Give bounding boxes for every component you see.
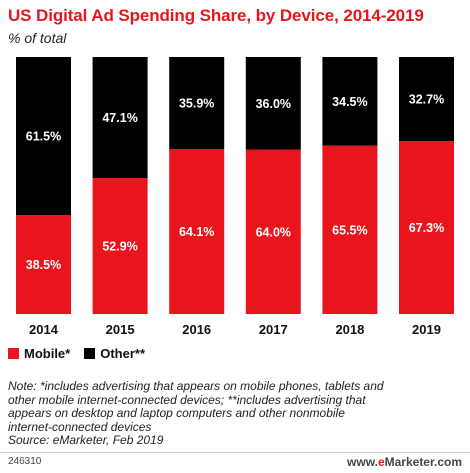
- bar-mobile-2016: [169, 149, 225, 314]
- data-label-mobile-2019: 67.3%: [409, 221, 444, 235]
- legend-label-mobile: Mobile*: [24, 346, 71, 361]
- x-tick-label-2017: 2017: [259, 322, 288, 337]
- bar-mobile-2018: [322, 145, 378, 314]
- legend-swatch-other: [84, 348, 96, 359]
- legend-item-mobile: Mobile*: [8, 346, 70, 361]
- footer-divider: [0, 452, 470, 453]
- data-label-mobile-2017: 64.0%: [256, 225, 291, 239]
- data-label-other-2018: 34.5%: [332, 95, 367, 109]
- note-line: appears on desktop and laptop computers …: [8, 406, 345, 420]
- bar-other-2016: [169, 57, 225, 150]
- data-label-other-2019: 32.7%: [409, 93, 444, 107]
- x-tick-label-2016: 2016: [182, 322, 211, 337]
- data-label-mobile-2016: 64.1%: [179, 225, 214, 239]
- data-label-other-2014: 61.5%: [26, 130, 61, 144]
- data-label-other-2015: 47.1%: [102, 111, 137, 125]
- bar-mobile-2014: [16, 215, 71, 314]
- bar-other-2014: [16, 57, 71, 216]
- x-tick-label-2018: 2018: [335, 322, 364, 337]
- bar-other-2018: [322, 57, 378, 146]
- data-label-other-2016: 35.9%: [179, 97, 214, 111]
- bar-other-2017: [245, 57, 301, 150]
- legend-label-other: Other**: [100, 346, 146, 361]
- brand-logo: www.eMarketer.com: [347, 455, 462, 469]
- stacked-bar-chart: 38.5% 61.5% 2014 52.9% 47.1% 2015 64.1% 35.9% 20…: [16, 57, 454, 337]
- x-tick-label-2014: 2014: [29, 322, 59, 337]
- bar-mobile-2017: [245, 149, 301, 314]
- legend-swatch-mobile: [8, 348, 19, 359]
- bar-other-2015: [92, 57, 148, 179]
- data-label-mobile-2014: 38.5%: [26, 258, 61, 272]
- data-label-mobile-2015: 52.9%: [102, 240, 137, 254]
- x-tick-label-2019: 2019: [412, 322, 441, 337]
- note-line: other mobile internet-connected devices;…: [8, 392, 366, 407]
- chart-title: US Digital Ad Spending Share, by Device,…: [8, 6, 424, 25]
- bar-mobile-2019: [399, 141, 454, 314]
- chart-note: Note: *includes advertising that appears…: [8, 379, 463, 448]
- data-label-mobile-2018: 65.5%: [332, 223, 367, 237]
- bar-other-2019: [399, 57, 454, 142]
- legend-item-other: Other**: [84, 346, 145, 361]
- x-tick-label-2015: 2015: [106, 322, 135, 337]
- note-line: internet-connected devices: [8, 419, 152, 434]
- data-label-other-2017: 36.0%: [256, 97, 291, 111]
- chart-subtitle: % of total: [8, 30, 67, 46]
- note-line: Note: *includes advertising that appears…: [8, 379, 384, 393]
- source-line: Source: eMarketer, Feb 2019: [8, 433, 164, 447]
- bar-mobile-2015: [92, 178, 148, 314]
- legend: Mobile* Other**: [8, 346, 159, 361]
- chart-id: 246310: [8, 456, 42, 467]
